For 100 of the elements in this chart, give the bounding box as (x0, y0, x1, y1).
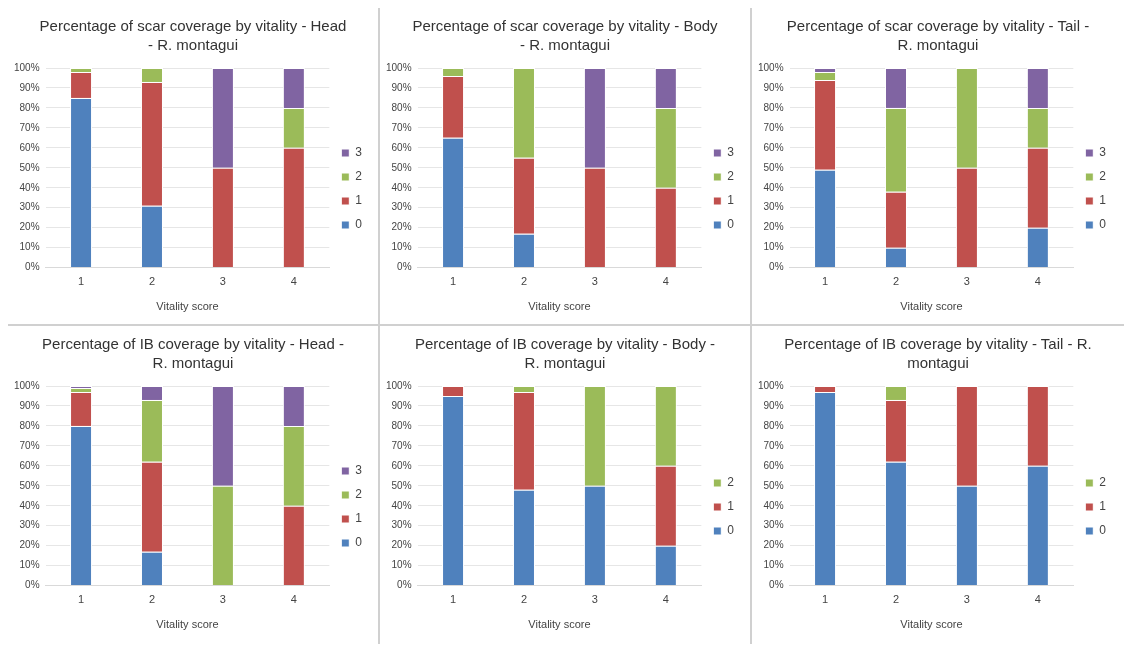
y-tick-label: 20% (391, 539, 412, 551)
y-tick-label: 60% (763, 141, 784, 153)
y-tick-label: 30% (19, 201, 40, 213)
chart-title: Percentage of scar coverage by vitality - Body - R. montagui (411, 16, 719, 55)
y-tick-label: 60% (391, 141, 412, 153)
legend-label: 1 (355, 193, 363, 208)
legend-label: 2 (727, 169, 735, 184)
chart-title: Percentage of scar coverage by vitality - Head - R. montagui (38, 16, 348, 55)
y-tick-label: 0% (397, 261, 412, 273)
y-tick-label: 90% (391, 81, 412, 93)
legend-label: 1 (1099, 499, 1107, 514)
x-tick-label: 2 (148, 593, 156, 606)
y-tick-label: 70% (19, 121, 40, 133)
x-tick-label: 1 (77, 275, 85, 288)
y-tick-label: 30% (763, 201, 784, 213)
legend-label: 3 (355, 463, 363, 478)
legend-label: 0 (727, 523, 735, 538)
y-tick-label: 20% (763, 221, 784, 233)
x-tick-label: 3 (963, 593, 970, 606)
y-tick-label: 80% (763, 419, 784, 431)
y-tick-label: 60% (763, 459, 784, 471)
y-tick-label: 40% (763, 499, 784, 511)
chart-title: Percentage of IB coverage by vitality - Head - R. montagui (41, 334, 345, 373)
legend-label: 3 (727, 145, 735, 160)
y-tick-label: 40% (19, 499, 40, 511)
x-axis-title: Vitality score (156, 618, 219, 631)
y-tick-label: 70% (763, 121, 784, 133)
x-tick-label: 2 (520, 275, 528, 288)
y-tick-label: 10% (763, 559, 784, 571)
x-tick-label: 4 (290, 593, 297, 606)
legend-label: 1 (727, 193, 735, 208)
legend-label: 0 (355, 535, 363, 550)
y-tick-label: 0% (769, 261, 784, 273)
x-tick-label: 3 (219, 275, 226, 288)
x-axis-title: Vitality score (900, 300, 963, 313)
y-tick-label: 10% (19, 241, 40, 253)
y-tick-label: 50% (391, 161, 412, 173)
y-tick-label: 100% (758, 61, 784, 73)
legend-label: 2 (355, 487, 363, 502)
y-tick-label: 80% (763, 101, 784, 113)
legend-label: 2 (355, 169, 363, 184)
legend-label: 3 (355, 145, 363, 160)
y-tick-label: 30% (391, 519, 412, 531)
x-tick-label: 1 (449, 275, 457, 288)
y-tick-label: 90% (19, 81, 40, 93)
x-axis-title: Vitality score (156, 300, 219, 313)
legend-label: 1 (727, 499, 735, 514)
chart-title: Percentage of scar coverage by vitality - Tail - R. montagui (785, 16, 1091, 55)
y-tick-label: 50% (763, 161, 784, 173)
y-tick-label: 60% (19, 459, 40, 471)
x-tick-label: 1 (449, 593, 457, 606)
y-tick-label: 90% (763, 81, 784, 93)
x-tick-label: 4 (1034, 275, 1041, 288)
y-tick-label: 70% (19, 439, 40, 451)
y-tick-label: 10% (19, 559, 40, 571)
legend-label: 0 (355, 217, 363, 232)
y-tick-label: 90% (763, 399, 784, 411)
y-tick-label: 40% (391, 181, 412, 193)
y-tick-label: 100% (14, 61, 40, 73)
chart-title: Percentage of IB coverage by vitality - Body - R. montagui (413, 334, 717, 373)
chart-title: Percentage of IB coverage by vitality - Tail - R. montagui (783, 334, 1093, 373)
y-tick-label: 40% (391, 499, 412, 511)
y-tick-label: 10% (391, 241, 412, 253)
y-tick-label: 50% (391, 479, 412, 491)
y-tick-label: 80% (19, 419, 40, 431)
x-tick-label: 4 (1034, 593, 1041, 606)
x-axis-title: Vitality score (528, 300, 591, 313)
y-tick-label: 30% (391, 201, 412, 213)
y-tick-label: 80% (19, 101, 40, 113)
y-tick-label: 100% (14, 379, 40, 391)
y-tick-label: 0% (397, 579, 412, 591)
y-tick-label: 70% (763, 439, 784, 451)
legend-label: 0 (727, 217, 735, 232)
y-tick-label: 50% (763, 479, 784, 491)
x-tick-label: 2 (892, 593, 900, 606)
legend-label: 1 (355, 511, 363, 526)
y-tick-label: 80% (391, 101, 412, 113)
y-tick-label: 90% (19, 399, 40, 411)
x-axis-title: Vitality score (900, 618, 963, 631)
x-tick-label: 2 (148, 275, 156, 288)
legend-label: 0 (1099, 217, 1107, 232)
y-tick-label: 100% (386, 379, 412, 391)
y-tick-label: 0% (25, 579, 40, 591)
x-tick-label: 3 (591, 593, 598, 606)
legend-label: 2 (1099, 169, 1107, 184)
y-tick-label: 100% (758, 379, 784, 391)
y-tick-label: 40% (19, 181, 40, 193)
y-tick-label: 50% (19, 161, 40, 173)
x-tick-label: 1 (821, 275, 829, 288)
y-tick-label: 60% (19, 141, 40, 153)
legend-label: 2 (1099, 475, 1107, 490)
y-tick-label: 20% (19, 221, 40, 233)
legend-label: 1 (1099, 193, 1107, 208)
legend-label: 2 (727, 475, 735, 490)
x-axis-title: Vitality score (528, 618, 591, 631)
x-tick-label: 1 (821, 593, 829, 606)
y-tick-label: 20% (763, 539, 784, 551)
x-tick-label: 4 (290, 275, 297, 288)
y-tick-label: 70% (391, 121, 412, 133)
legend-label: 0 (1099, 523, 1107, 538)
